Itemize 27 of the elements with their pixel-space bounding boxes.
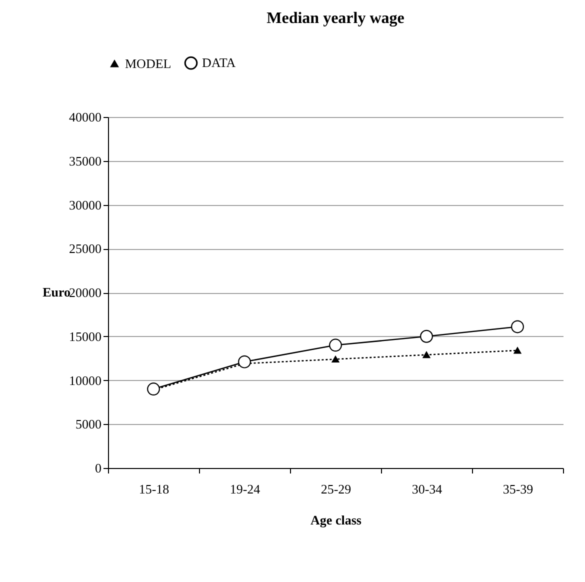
y-tick-label: 40000 xyxy=(69,110,102,124)
y-tick-label: 10000 xyxy=(69,372,102,388)
point xyxy=(147,382,160,396)
y-tick-label: 0 xyxy=(95,460,102,476)
y-tick-label: 25000 xyxy=(69,241,102,256)
point xyxy=(238,355,251,368)
legend-label: MODEL xyxy=(125,56,172,71)
point xyxy=(332,356,340,362)
x-axis-title: Age class xyxy=(310,512,362,528)
y-axis-title: Euro xyxy=(42,284,70,300)
point xyxy=(514,347,522,354)
y-tick-label: 20000 xyxy=(69,285,102,300)
y-tick-label: 5000 xyxy=(76,416,102,432)
x-tick-label: 30-34 xyxy=(412,482,443,496)
x-tick-label: 15-18 xyxy=(138,482,170,496)
legend-label: DATA xyxy=(202,55,236,70)
y-tick-label: 30000 xyxy=(69,197,102,212)
x-tick-label: 25-29 xyxy=(320,482,352,496)
chart-title: Median yearly wage xyxy=(266,10,404,27)
x-tick-label: 19-24 xyxy=(230,482,261,496)
point xyxy=(511,320,524,334)
x-tick-label: 35-39 xyxy=(502,482,534,496)
point xyxy=(329,338,342,352)
y-tick-label: 35000 xyxy=(69,153,102,168)
y-tick-label: 15000 xyxy=(69,328,102,344)
point xyxy=(422,352,430,358)
point xyxy=(420,330,433,343)
